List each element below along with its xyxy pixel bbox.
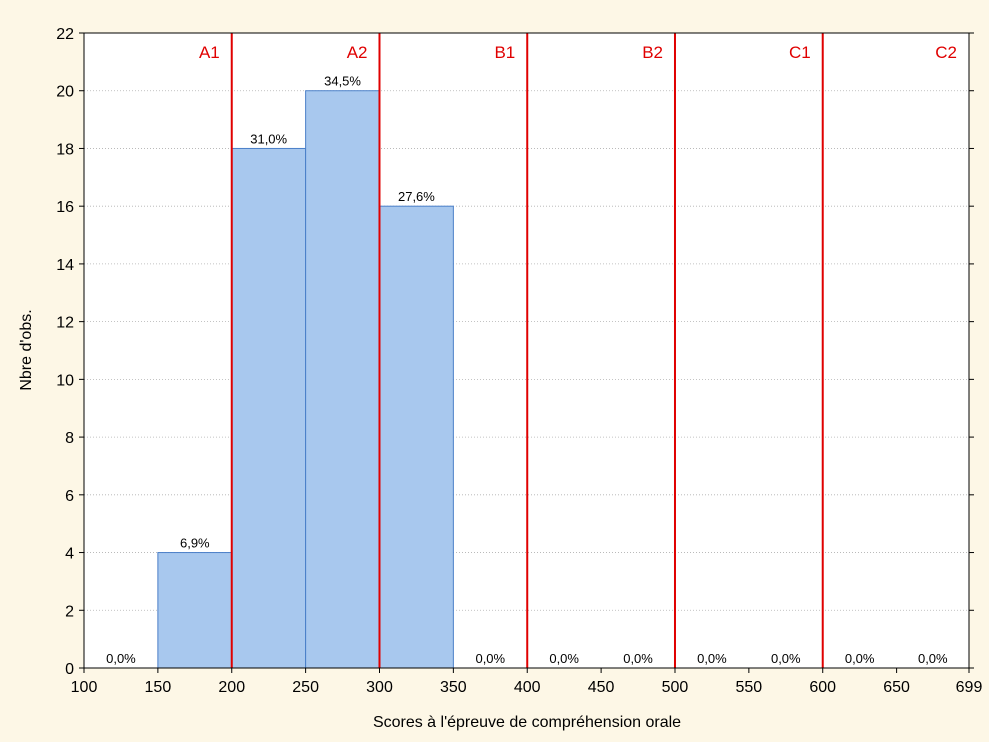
bar-percent-label: 0,0% xyxy=(771,651,801,666)
bar-percent-label: 0,0% xyxy=(845,651,875,666)
histogram-bar xyxy=(378,205,454,669)
level-label: A1 xyxy=(199,43,220,62)
bar-percent-label: 27,6% xyxy=(398,189,435,204)
x-tick-label: 150 xyxy=(145,679,172,696)
y-tick-label: 20 xyxy=(56,84,74,101)
y-tick-label: 14 xyxy=(56,257,74,274)
level-label: B2 xyxy=(642,43,663,62)
plot-frame xyxy=(83,32,970,669)
bar-percent-label: 0,0% xyxy=(623,651,653,666)
bar-percent-label: 0,0% xyxy=(106,651,136,666)
x-tick-label: 100 xyxy=(71,679,98,696)
level-boundary-lines xyxy=(230,33,824,668)
bar-percent-labels: 0,0% 6,9% 31,0% 34,5% 27,6% 0,0% 0,0% 0,0% 0,0% 0… xyxy=(106,74,948,666)
x-tick-label: 600 xyxy=(809,679,836,696)
x-tick-label: 200 xyxy=(218,679,245,696)
y-tick-label: 18 xyxy=(56,141,74,158)
y-axis-label: Nbre d'obs. xyxy=(18,309,35,390)
y-tick-label: 10 xyxy=(56,372,74,389)
level-label: B1 xyxy=(494,43,515,62)
y-tick-label: 4 xyxy=(65,546,74,563)
level-label: C1 xyxy=(789,43,811,62)
histogram-bar xyxy=(157,552,233,669)
bar-percent-label: 0,0% xyxy=(549,651,579,666)
x-tick-label: 699 xyxy=(956,679,983,696)
x-tick-label: 500 xyxy=(662,679,689,696)
level-label: C2 xyxy=(935,43,957,62)
x-axis-label: Scores à l'épreuve de compréhension oral… xyxy=(373,714,681,731)
bar-percent-label: 31,0% xyxy=(250,131,287,146)
x-tick-label: 250 xyxy=(292,679,319,696)
x-tick-label: 400 xyxy=(514,679,541,696)
y-tick-label: 2 xyxy=(65,603,74,620)
x-tick-label: 550 xyxy=(736,679,763,696)
y-tick-label: 22 xyxy=(56,26,74,43)
histogram-bar xyxy=(305,90,380,669)
x-tick-label: 350 xyxy=(440,679,467,696)
bars xyxy=(157,90,454,669)
level-label: A2 xyxy=(347,43,368,62)
level-labels: A1 A2 B1 B2 C1 C2 xyxy=(199,43,957,62)
y-tick-label: 6 xyxy=(65,488,74,505)
x-axis-ticks: 100 150 200 250 300 350 400 450 500 550 600 650 699 xyxy=(71,668,983,696)
bar-percent-label: 34,5% xyxy=(324,74,361,89)
y-tick-label: 12 xyxy=(56,315,74,332)
x-tick-label: 450 xyxy=(588,679,615,696)
y-tick-label: 0 xyxy=(65,661,74,678)
bar-percent-label: 0,0% xyxy=(475,651,505,666)
histogram-bar xyxy=(231,147,307,669)
bar-percent-label: 0,0% xyxy=(918,651,948,666)
y-tick-label: 16 xyxy=(56,199,74,216)
y-tick-label: 8 xyxy=(65,430,74,447)
y-axis-ticks: 0 2 4 6 8 10 12 14 16 18 20 22 xyxy=(56,26,974,678)
x-tick-label: 650 xyxy=(883,679,910,696)
bar-percent-label: 6,9% xyxy=(180,536,210,551)
bar-percent-label: 0,0% xyxy=(697,651,727,666)
x-tick-label: 300 xyxy=(366,679,393,696)
